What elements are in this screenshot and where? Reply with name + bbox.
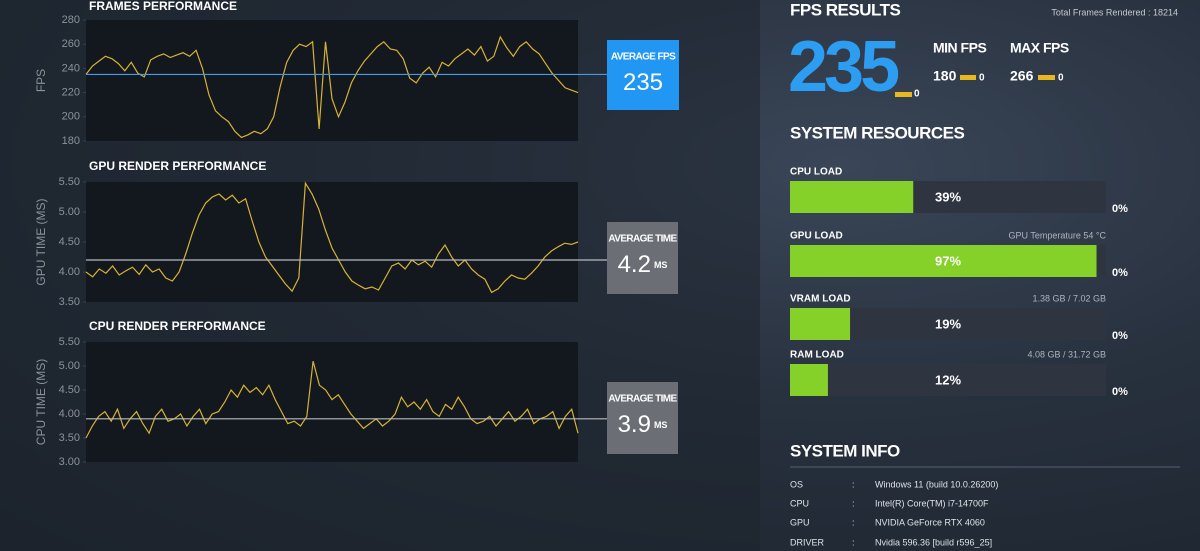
plot-area: [86, 20, 578, 141]
plot-area: [86, 342, 578, 462]
y-tick-label: 260: [62, 38, 80, 50]
y-tick-label: 180: [62, 135, 80, 147]
average-value-group: 235: [623, 69, 663, 96]
info-separator: :: [852, 498, 855, 508]
average-value-group: 3.9 MS: [618, 411, 668, 438]
min-fps-label: MIN FPS: [933, 40, 986, 56]
min-fps-value: 180: [933, 68, 957, 84]
resource-value: 97%: [935, 253, 961, 268]
resource-bar: [790, 364, 828, 396]
resource-change: 0%: [1112, 267, 1128, 279]
info-value: Intel(R) Core(TM) i7-14700F: [875, 498, 989, 508]
average-fps-value: 235: [788, 27, 899, 107]
y-tick-label: 240: [62, 62, 80, 74]
y-axis-label: FPS: [34, 69, 48, 92]
y-tick-label: 3.50: [59, 432, 80, 444]
y-tick-label: 200: [62, 111, 80, 123]
average-box: [607, 382, 678, 454]
info-key: OS: [790, 479, 803, 489]
resource-bar: [790, 181, 914, 213]
info-key: CPU: [790, 498, 809, 508]
y-tick-label: 4.00: [59, 266, 80, 278]
average-value: 3.9: [618, 411, 651, 438]
resource-value: 39%: [935, 189, 961, 204]
resource-bar: [790, 245, 1097, 277]
average-value: 235: [623, 69, 663, 96]
chart-title: GPU RENDER PERFORMANCE: [89, 159, 266, 173]
resource-detail: GPU Temperature 54 °C: [1009, 230, 1107, 240]
y-tick-label: 5.00: [59, 206, 80, 218]
data-line: [85, 361, 579, 439]
y-tick-label: 3.00: [59, 456, 80, 468]
average-label: AVERAGE FPS: [611, 52, 676, 63]
y-tick-label: 280: [62, 14, 80, 26]
chart-title: FRAMES PERFORMANCE: [89, 0, 237, 13]
average-box: [607, 40, 679, 110]
system-resources-title: SYSTEM RESOURCES: [790, 123, 964, 142]
info-value: Nvidia 596.36 [build r596_25]: [875, 537, 992, 547]
average-value: 4.2: [618, 251, 651, 278]
y-tick-label: 4.00: [59, 408, 80, 420]
min-delta: 0: [979, 73, 985, 84]
max-fps-label: MAX FPS: [1010, 40, 1069, 56]
resource-label: RAM LOAD: [790, 350, 844, 361]
info-key: GPU: [790, 517, 810, 527]
max-fps-value: 266: [1010, 68, 1034, 84]
data-line: [85, 181, 579, 294]
average-unit: MS: [654, 260, 668, 270]
info-separator: :: [852, 479, 855, 489]
average-value-group: 4.2 MS: [618, 251, 668, 278]
resource-track: [790, 364, 1106, 396]
max-delta: 0: [1058, 73, 1064, 84]
delta-bar: [1038, 75, 1055, 80]
resource-label: GPU LOAD: [790, 231, 843, 242]
resource-change: 0%: [1112, 203, 1128, 215]
y-tick-label: 5.50: [59, 336, 80, 348]
y-tick-label: 220: [62, 87, 80, 99]
average-box: [607, 222, 678, 294]
resource-value: 19%: [935, 316, 961, 331]
resource-label: CPU LOAD: [790, 167, 842, 178]
resource-label: VRAM LOAD: [790, 294, 851, 305]
info-value: NVIDIA GeForce RTX 4060: [875, 517, 985, 527]
data-line: [85, 35, 579, 139]
delta-bar: [960, 75, 976, 80]
fps-results-title: FPS RESULTS: [790, 0, 901, 19]
info-separator: :: [852, 537, 855, 547]
info-separator: :: [852, 517, 855, 527]
y-tick-label: 4.50: [59, 236, 80, 248]
y-tick-label: 3.50: [59, 296, 80, 308]
resource-change: 0%: [1112, 386, 1128, 398]
average-label: AVERAGE TIME: [608, 394, 677, 405]
resource-detail: 1.38 GB / 7.02 GB: [1032, 293, 1106, 303]
chart-title: CPU RENDER PERFORMANCE: [89, 319, 266, 333]
y-tick-label: 4.50: [59, 384, 80, 396]
resource-change: 0%: [1112, 330, 1128, 342]
average-delta: 0: [914, 89, 920, 100]
resource-value: 12%: [935, 372, 961, 387]
plot-area: [86, 182, 578, 302]
y-axis-label: GPU TIME (MS): [34, 198, 48, 285]
y-tick-label: 5.50: [59, 176, 80, 188]
y-tick-label: 5.00: [59, 360, 80, 372]
system-info-title: SYSTEM INFO: [790, 441, 900, 460]
average-unit: MS: [654, 420, 668, 430]
info-value: Windows 11 (build 10.0.26200): [875, 479, 998, 489]
resource-detail: 4.08 GB / 31.72 GB: [1027, 349, 1106, 359]
info-key: DRIVER: [790, 537, 825, 547]
resource-bar: [790, 308, 851, 340]
total-frames: Total Frames Rendered : 18214: [1051, 7, 1178, 17]
y-axis-label: CPU TIME (MS): [34, 359, 48, 445]
delta-bar: [895, 92, 912, 97]
average-label: AVERAGE TIME: [608, 234, 677, 245]
